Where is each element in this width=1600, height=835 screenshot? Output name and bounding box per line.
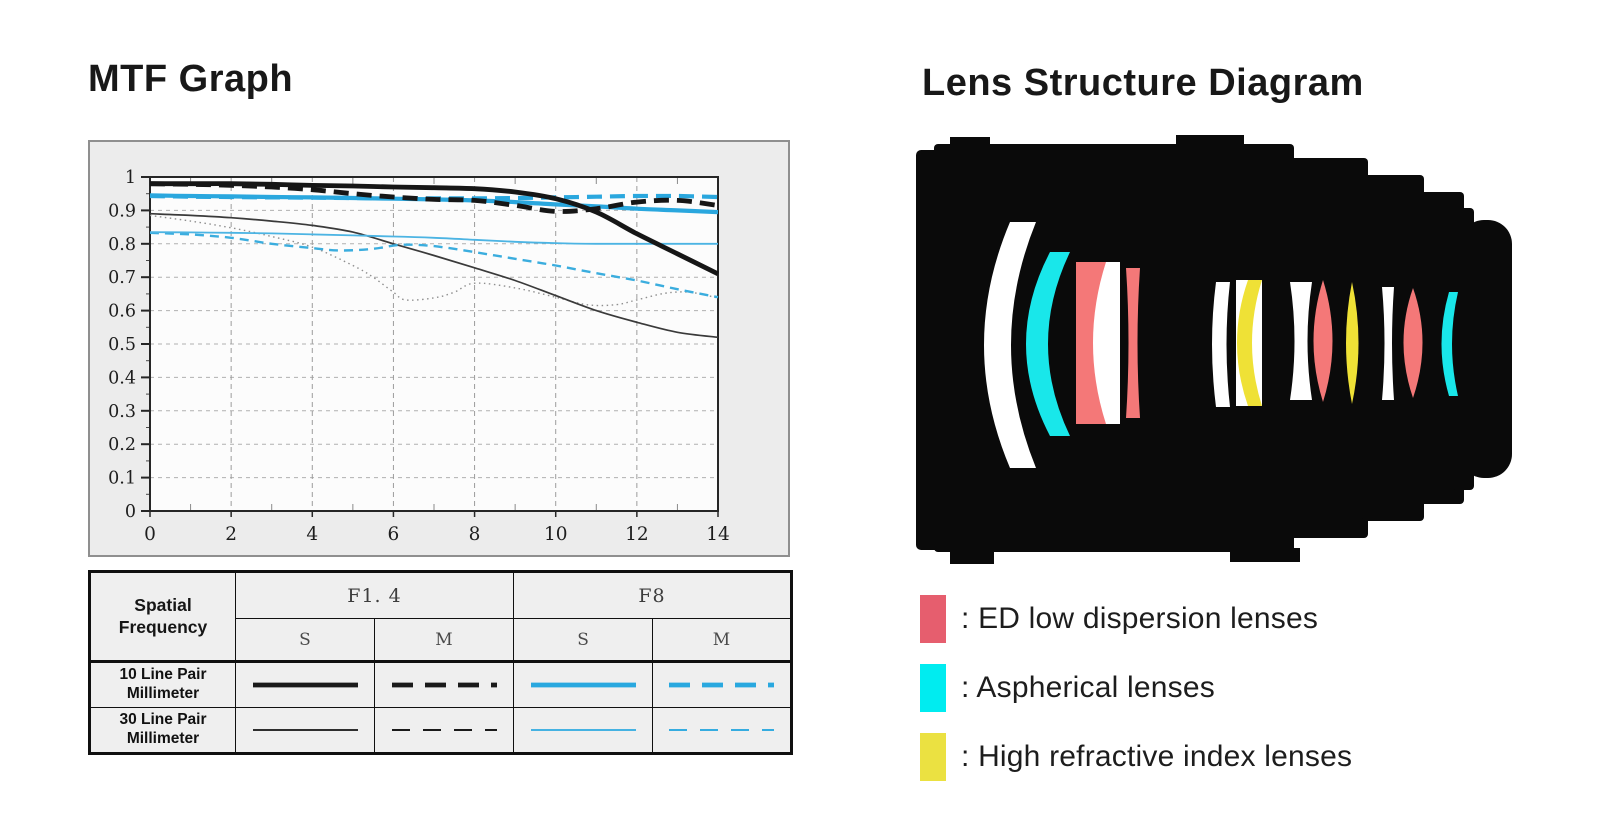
ed-element-4 <box>1403 288 1423 398</box>
aperture-f8-label: F8 <box>513 571 793 619</box>
svg-text:10: 10 <box>544 524 568 545</box>
svg-text:0.8: 0.8 <box>108 235 136 255</box>
svg-text:0.3: 0.3 <box>108 402 136 422</box>
legend-item-ed: : ED low dispersion lenses <box>920 594 1352 644</box>
sagittal-label-f8: S <box>513 618 654 662</box>
mtf-graph-title: MTF Graph <box>88 58 294 100</box>
svg-text:0: 0 <box>125 502 136 522</box>
line-sample-f14-s-10lp <box>252 682 358 688</box>
table-aperture-row: Spatial Frequency F1. 4 F8 <box>89 571 793 662</box>
doublet-white-element <box>1093 262 1120 424</box>
lens-legend: : ED low dispersion lenses : Aspherical … <box>920 594 1352 801</box>
ed-color-swatch <box>920 595 946 643</box>
line-sample-f8-s-30lp <box>530 728 636 732</box>
line-sample-f8-m-10lp <box>669 682 775 688</box>
aspherical-color-swatch <box>920 664 946 712</box>
lens-structure-title: Lens Structure Diagram <box>922 62 1364 104</box>
line-sample-f14-m-30lp <box>391 728 497 732</box>
legend-item-high-index: : High refractive index lenses <box>920 732 1352 782</box>
svg-text:1: 1 <box>125 168 136 188</box>
rear-element-1 <box>1382 287 1394 400</box>
svg-text:12: 12 <box>625 524 649 545</box>
high-index-element-2 <box>1346 282 1359 404</box>
svg-text:2: 2 <box>225 524 237 545</box>
aperture-f14-label: F1. 4 <box>234 571 515 619</box>
svg-text:0.1: 0.1 <box>108 469 136 489</box>
svg-text:0: 0 <box>144 524 156 545</box>
line-sample-f8-m-30lp <box>669 728 775 732</box>
front-element <box>984 222 1036 468</box>
svg-text:0.5: 0.5 <box>108 335 136 355</box>
mtf-chart: 00.10.20.30.40.50.60.70.80.910 2 4 6 8 10 12 14 <box>108 168 730 545</box>
ed-element-3 <box>1313 280 1333 402</box>
sagittal-label-f14: S <box>235 618 375 662</box>
line-sample-f14-s-30lp <box>252 728 358 732</box>
table-row-30lp: 30 Line Pair Millimeter <box>89 707 793 754</box>
legend-label-high-index: : High refractive index lenses <box>961 740 1353 773</box>
mid-element-3 <box>1290 282 1312 400</box>
row-label-10lp: 10 Line Pair Millimeter <box>89 660 236 708</box>
row-label-30lp: 30 Line Pair Millimeter <box>89 707 236 754</box>
high-index-color-swatch <box>920 733 946 781</box>
table-sm-row: S M S M <box>90 618 793 662</box>
table-row-10lp: 10 Line Pair Millimeter <box>89 660 793 708</box>
front-aspherical-element <box>1026 252 1070 436</box>
high-index-element-1 <box>1237 280 1262 406</box>
svg-text:0.6: 0.6 <box>108 302 136 322</box>
svg-text:8: 8 <box>469 524 481 545</box>
svg-text:0.9: 0.9 <box>108 201 136 221</box>
meridional-label-f8: M <box>652 618 793 662</box>
svg-text:0.4: 0.4 <box>108 368 136 388</box>
meridional-label-f14: M <box>373 618 515 662</box>
svg-text:6: 6 <box>388 524 400 545</box>
legend-label-ed: : ED low dispersion lenses <box>961 602 1319 635</box>
mid-element-1 <box>1212 282 1230 407</box>
svg-text:14: 14 <box>706 524 730 545</box>
line-sample-f8-s-10lp <box>530 682 636 688</box>
rear-aspherical-element <box>1441 292 1458 396</box>
svg-text:4: 4 <box>306 524 318 545</box>
ed-element-2 <box>1126 268 1140 418</box>
spatial-frequency-label: Spatial Frequency <box>89 571 236 662</box>
legend-label-aspherical: : Aspherical lenses <box>961 671 1215 704</box>
svg-text:0.7: 0.7 <box>108 268 136 288</box>
legend-item-aspherical: : Aspherical lenses <box>920 663 1352 713</box>
lens-structure-diagram <box>916 135 1512 564</box>
svg-text:0.2: 0.2 <box>108 435 136 455</box>
mtf-line-key-table: Spatial Frequency F1. 4 F8 S M S M 10 Li… <box>88 570 794 755</box>
mtf-chart-panel: 0 0.1 0.2 0.3 0.4 0.5 0.6 0.7 0.8 0.9 1 0 2 4 6 8 10 12 14 <box>88 140 790 557</box>
line-sample-f14-m-10lp <box>391 682 497 688</box>
